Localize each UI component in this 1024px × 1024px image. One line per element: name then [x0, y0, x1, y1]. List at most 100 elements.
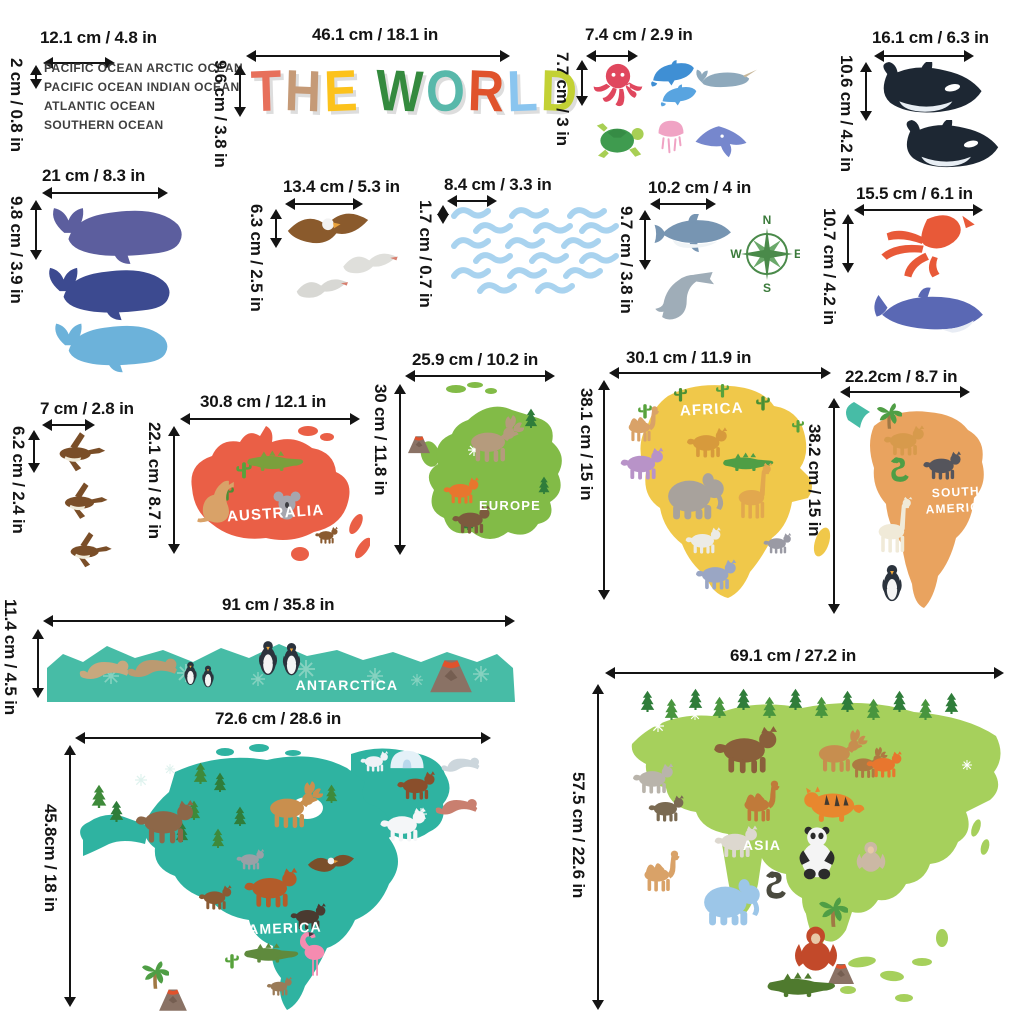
island: [467, 382, 483, 388]
wave-icon: [454, 270, 488, 276]
height-arrow: [30, 65, 42, 89]
crocodile-icon: [767, 972, 835, 998]
australia-art: AUSTRALIA: [191, 426, 370, 561]
whales-art: [49, 208, 182, 373]
dim-width-label: 30.8 cm / 12.1 in: [200, 392, 327, 411]
killer-whale-icon: [883, 62, 982, 113]
dim-width-label: 21 cm / 8.3 in: [42, 166, 146, 185]
wave-icon: [476, 255, 510, 261]
width-arrow: [650, 198, 716, 210]
europe-art: EUROPE: [408, 382, 562, 539]
pine-tree-icon: [664, 698, 679, 720]
crane-icon: [343, 253, 398, 274]
dim-height-label: 11.4 cm / 4.5 in: [1, 599, 20, 715]
dolphin-icon: [651, 60, 694, 87]
height-arrow: [860, 62, 872, 121]
title-letter: O: [425, 57, 467, 125]
width-arrow: [586, 50, 638, 62]
island: [840, 986, 856, 994]
australia-continent: [191, 426, 350, 540]
hammerhead-shark-icon: [655, 272, 714, 320]
wave-icon: [582, 225, 616, 231]
dim-width-label: 46.1 cm / 18.1 in: [312, 25, 439, 44]
pine-tree-icon: [944, 692, 959, 714]
bald-eagle-icon: [287, 213, 369, 244]
cobra-icon: [766, 871, 786, 899]
dim-width-label: 10.2 cm / 4 in: [648, 178, 752, 197]
compass-north: N: [763, 213, 772, 227]
height-arrow: [437, 205, 449, 224]
width-arrow: [42, 419, 95, 431]
title-the-world: T H E W O R L D: [250, 58, 580, 125]
compass-east: E: [794, 247, 800, 261]
dim-height-label: 30 cm / 11.8 in: [371, 384, 390, 496]
canada-goose-icon: [70, 532, 112, 568]
dim-height-label: 6.2 cm / 2.4 in: [9, 426, 28, 534]
dim-height-label: 2 cm / 0.8 in: [7, 58, 26, 152]
compass-star: [741, 228, 793, 280]
island: [936, 929, 948, 947]
raccoon-dog-icon: [648, 795, 684, 822]
pine-tree-icon: [109, 800, 124, 822]
compass-west: W: [730, 247, 742, 261]
pine-tree-icon: [840, 690, 855, 712]
title-letter: R: [467, 57, 506, 125]
width-arrow: [840, 386, 970, 398]
japan-island: [971, 819, 981, 837]
width-arrow: [609, 367, 831, 379]
octopus-icon: [593, 63, 643, 107]
blue-whale-icon: [53, 208, 182, 264]
sharks-art: N S W E: [654, 213, 800, 320]
pine-tree-icon: [892, 690, 907, 712]
continent-label-line1: SOUTH: [931, 484, 980, 500]
dim-width-label: 91 cm / 35.8 in: [222, 595, 335, 614]
dim-width-label: 15.5 cm / 6.1 in: [856, 184, 973, 203]
dim-height-label: 9.6 cm / 3.8 in: [211, 60, 230, 168]
wave-icon: [532, 255, 566, 261]
height-arrow: [64, 745, 76, 1007]
height-arrow: [270, 209, 282, 248]
island: [880, 970, 904, 982]
africa-art: AFRICA: [620, 384, 831, 598]
pine-tree-icon: [712, 696, 727, 718]
width-arrow: [447, 195, 497, 207]
title-letter: H: [283, 57, 322, 125]
wave-icon: [536, 225, 570, 231]
dim-height-label: 10.7 cm / 4.2 in: [820, 208, 839, 325]
width-arrow: [42, 187, 168, 199]
north-america-art: NORTH AMERICA: [80, 744, 480, 1011]
width-arrow: [180, 413, 360, 425]
width-arrow: [405, 370, 555, 382]
asia-art: ASIA: [631, 688, 1001, 1002]
height-arrow: [592, 684, 604, 1010]
pine-tree-icon: [918, 698, 933, 720]
title-letter: T: [250, 57, 283, 125]
island: [912, 958, 932, 966]
width-arrow: [246, 50, 510, 62]
wave-icon: [538, 285, 572, 291]
dim-width-label: 7.4 cm / 2.9 in: [585, 25, 693, 44]
pine-tree-icon: [736, 688, 751, 710]
ocean-line: PACIFIC OCEAN ARCTIC OCEAN: [44, 61, 244, 75]
title-letter: L: [506, 57, 539, 125]
canada-goose-icon: [64, 482, 108, 519]
killer-whale-icon: [906, 120, 999, 168]
dim-width-label: 69.1 cm / 27.2 in: [730, 646, 857, 665]
island: [895, 994, 913, 1002]
canada-goose-icon: [59, 432, 106, 472]
wave-icon: [476, 225, 510, 231]
dolphin-icon: [660, 84, 697, 107]
volcano-icon: [828, 964, 854, 984]
south-america-art: SOUTH AMERICA: [846, 402, 990, 608]
dim-width-label: 8.4 cm / 3.3 in: [444, 175, 552, 194]
crane-icon: [296, 279, 348, 298]
island: [298, 426, 318, 436]
pine-tree-icon: [91, 784, 107, 808]
compass-rose: N S W E: [730, 213, 800, 295]
dim-height-label: 9.8 cm / 3.9 in: [7, 196, 26, 304]
birds-art: [287, 213, 398, 298]
dim-height-label: 6.3 cm / 2.5 in: [247, 204, 266, 312]
width-arrow: [285, 198, 363, 210]
arctic-island: [216, 748, 234, 756]
